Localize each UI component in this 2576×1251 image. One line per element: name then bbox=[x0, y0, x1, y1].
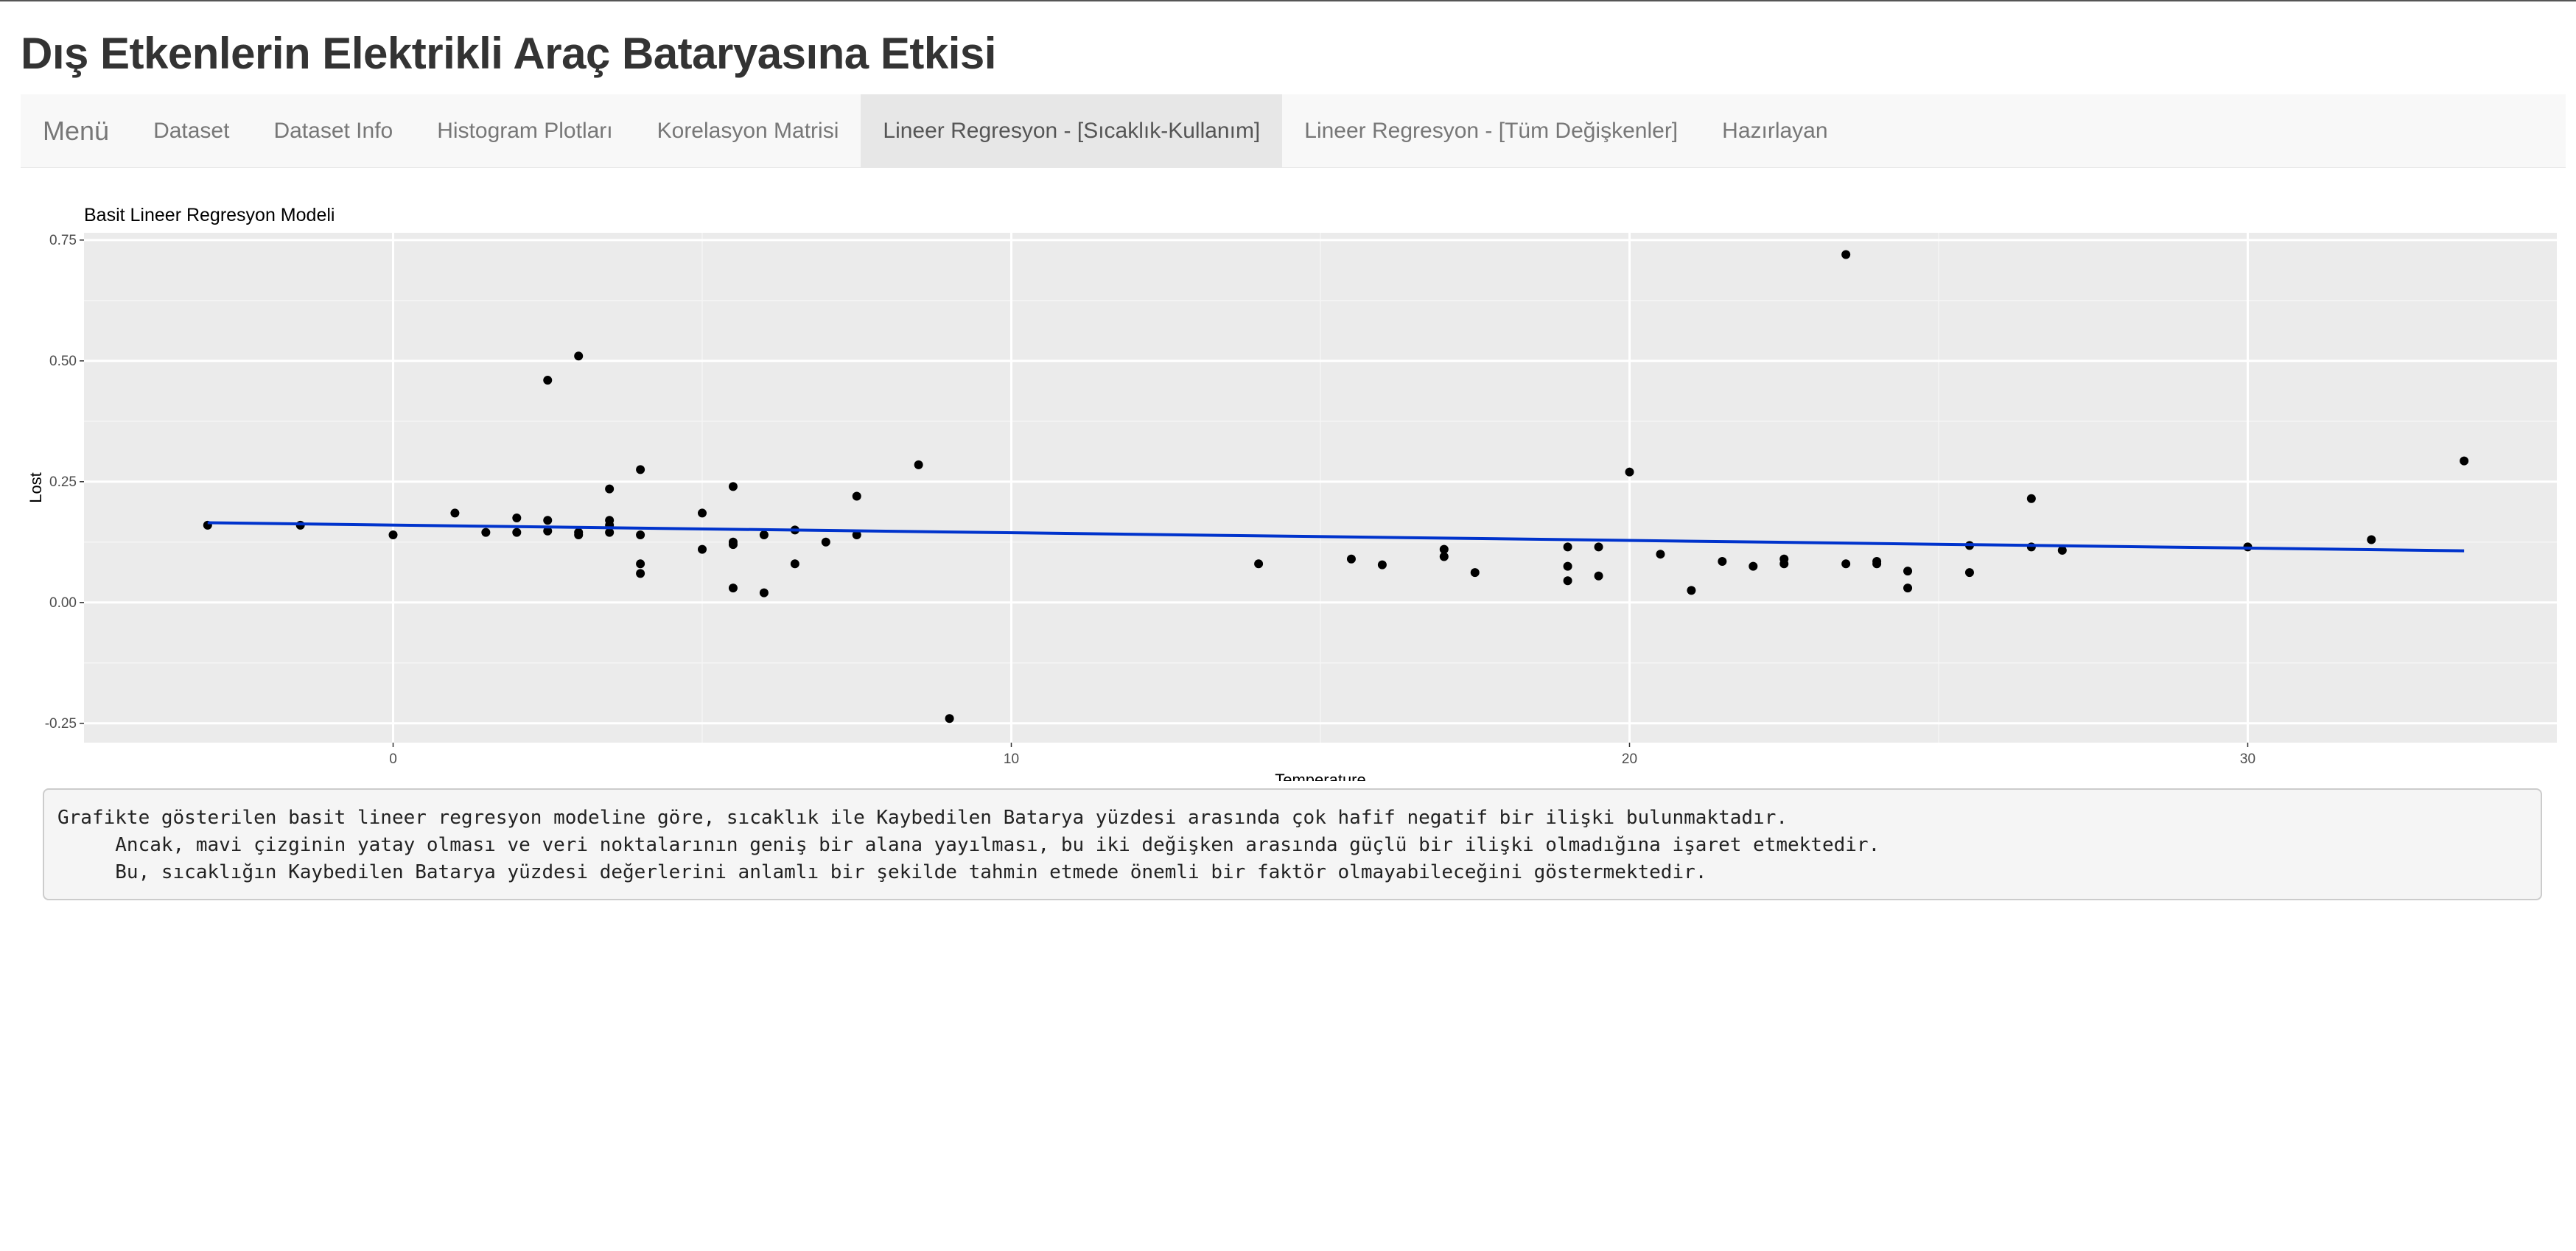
axis-layer: 0 10 20 30 -0.25 0.00 0.25 0.50 0.75 bbox=[45, 233, 2255, 767]
interpretation-text: Grafikte gösterilen basit lineer regresy… bbox=[43, 788, 2542, 900]
data-point bbox=[636, 569, 645, 578]
tab-linear-regression-temperature-usage[interactable]: Lineer Regresyon - [Sıcaklık-Kullanım] bbox=[861, 94, 1283, 167]
data-point bbox=[1841, 250, 1851, 259]
data-point bbox=[605, 528, 615, 537]
data-point bbox=[1377, 560, 1387, 570]
tab-linear-regression-all-variables[interactable]: Lineer Regresyon - [Tüm Değişkenler] bbox=[1304, 118, 1679, 143]
data-point bbox=[636, 530, 645, 539]
tab-author[interactable]: Hazırlayan bbox=[1722, 118, 1828, 143]
y-axis-label: Lost bbox=[27, 472, 45, 503]
data-point bbox=[1594, 571, 1603, 581]
x-tick-label: 20 bbox=[1622, 751, 1637, 767]
data-point bbox=[543, 516, 553, 525]
grid-layer bbox=[84, 233, 2557, 743]
data-point bbox=[1439, 544, 1449, 554]
data-point bbox=[543, 376, 553, 385]
data-point bbox=[1841, 559, 1851, 569]
data-point bbox=[1749, 561, 1758, 571]
fit-layer bbox=[207, 521, 2465, 553]
data-point bbox=[1718, 557, 1727, 567]
data-point bbox=[574, 351, 584, 361]
data-point bbox=[728, 584, 738, 593]
tab-dataset[interactable]: Dataset bbox=[153, 118, 230, 143]
data-point bbox=[1563, 576, 1572, 586]
data-point bbox=[1563, 561, 1572, 571]
x-tick-label: 10 bbox=[1004, 751, 1019, 767]
data-point bbox=[481, 528, 491, 537]
data-point bbox=[790, 559, 799, 569]
tab-dataset-info[interactable]: Dataset Info bbox=[273, 118, 393, 143]
data-point bbox=[1656, 550, 1665, 559]
x-axis-label: Temperature bbox=[1275, 771, 1366, 781]
regression-plot: Basit Lineer Regresyon Modeli 0 10 20 30 -0.… bbox=[21, 192, 2566, 781]
page-title: Dış Etkenlerin Elektrikli Araç Bataryası… bbox=[21, 29, 996, 78]
chart-title: Basit Lineer Regresyon Modeli bbox=[84, 205, 335, 225]
data-point bbox=[945, 714, 954, 723]
data-point bbox=[512, 528, 522, 537]
y-tick-label: 0.75 bbox=[49, 233, 77, 248]
data-point bbox=[1903, 584, 1913, 593]
data-point bbox=[1779, 559, 1789, 569]
y-tick-label: 0.50 bbox=[49, 354, 77, 369]
data-point bbox=[1625, 467, 1634, 477]
data-point bbox=[1594, 542, 1603, 552]
data-point bbox=[821, 537, 830, 547]
data-point bbox=[2460, 456, 2469, 466]
y-tick-label: 0.00 bbox=[49, 595, 77, 611]
data-point bbox=[636, 465, 645, 474]
points-layer bbox=[203, 250, 2469, 723]
data-point bbox=[698, 508, 707, 518]
data-point bbox=[852, 530, 861, 539]
regression-line bbox=[207, 521, 2465, 553]
regression-plot-svg: Basit Lineer Regresyon Modeli 0 10 20 30 -0.… bbox=[27, 205, 2557, 781]
x-tick-label: 0 bbox=[389, 751, 397, 767]
data-point bbox=[543, 526, 553, 536]
data-point bbox=[1903, 567, 1913, 576]
data-point bbox=[388, 530, 398, 539]
data-point bbox=[2057, 545, 2067, 555]
tab-correlation-matrix[interactable]: Korelasyon Matrisi bbox=[657, 118, 839, 143]
y-tick-label: -0.25 bbox=[45, 716, 77, 732]
data-point bbox=[1964, 568, 1974, 578]
data-point bbox=[698, 544, 707, 554]
data-point bbox=[1687, 586, 1696, 595]
y-tick-label: 0.25 bbox=[49, 474, 77, 490]
data-point bbox=[574, 530, 584, 539]
x-tick-label: 30 bbox=[2240, 751, 2255, 767]
data-point bbox=[1346, 554, 1356, 564]
navbar-brand[interactable]: Menü bbox=[43, 115, 110, 146]
data-point bbox=[728, 482, 738, 491]
data-point bbox=[2026, 494, 2036, 503]
data-point bbox=[1872, 559, 1882, 569]
data-point bbox=[852, 491, 861, 501]
data-point bbox=[2367, 535, 2376, 544]
data-point bbox=[512, 513, 522, 522]
tab-histogram-plots[interactable]: Histogram Plotları bbox=[437, 118, 613, 143]
data-point bbox=[728, 540, 738, 550]
data-point bbox=[450, 508, 460, 518]
data-point bbox=[1254, 559, 1264, 569]
data-point bbox=[1563, 542, 1572, 552]
data-point bbox=[1470, 568, 1480, 578]
navbar: Menü Dataset Dataset Info Histogram Plot… bbox=[21, 94, 2566, 168]
data-point bbox=[605, 484, 615, 494]
data-point bbox=[759, 530, 769, 539]
data-point bbox=[759, 588, 769, 598]
data-point bbox=[636, 559, 645, 569]
data-point bbox=[1439, 552, 1449, 561]
data-point bbox=[914, 460, 923, 469]
